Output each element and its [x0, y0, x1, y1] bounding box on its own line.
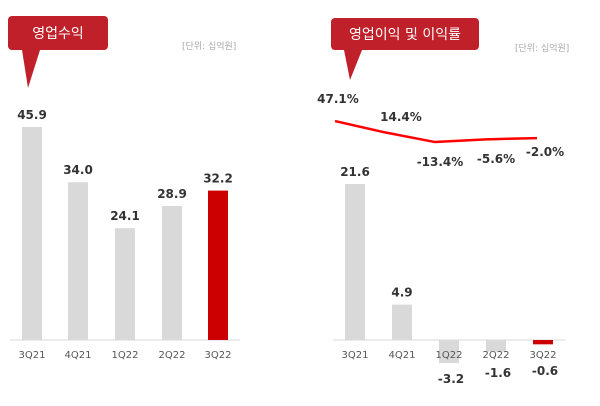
unit-label: [단위: 십억원]: [515, 42, 569, 54]
value-label: 4.9: [391, 286, 412, 300]
bar-3Q22: [208, 190, 228, 340]
margin-label: 47.1%: [317, 92, 359, 106]
tick-label: 2Q22: [483, 350, 510, 361]
bar-1Q22: [439, 340, 459, 364]
tick-label: 3Q21: [19, 350, 46, 361]
value-label: 21.6: [340, 165, 370, 179]
callout-tail: [22, 50, 40, 88]
value-label: 34.0: [63, 163, 93, 177]
margin-label: -2.0%: [526, 145, 564, 159]
chart-title: 영업이익 및 이익률: [349, 27, 461, 43]
tick-label: 1Q22: [436, 350, 463, 361]
bar-3Q22: [533, 340, 553, 345]
title-callout: [331, 18, 479, 50]
bar-1Q22: [115, 228, 135, 340]
tick-label: 4Q21: [389, 350, 416, 361]
margin-line: [334, 119, 538, 144]
unit-label: [단위: 십억원]: [182, 40, 236, 52]
callout-tail: [344, 50, 362, 80]
bar-2Q22: [162, 205, 182, 340]
tick-label: 2Q22: [159, 350, 186, 361]
tick-label: 4Q21: [65, 350, 92, 361]
bar-4Q21: [392, 304, 412, 340]
bar-2Q22: [486, 340, 506, 352]
value-label: 28.9: [157, 187, 187, 201]
value-label: -0.6: [532, 364, 558, 378]
value-label: 24.1: [110, 209, 140, 223]
margin-label: -5.6%: [477, 152, 515, 166]
tick-label: 3Q22: [530, 350, 557, 361]
chart-title: 영업수익: [32, 26, 84, 42]
margin-label: -13.4%: [417, 155, 464, 169]
tick-label: 1Q22: [112, 350, 139, 361]
value-label: 32.2: [203, 172, 233, 186]
value-label: 45.9: [17, 108, 47, 122]
bar-3Q21: [22, 127, 42, 340]
tick-label: 3Q21: [342, 350, 369, 361]
tick-label: 3Q22: [205, 350, 232, 361]
value-label: -1.6: [485, 366, 511, 380]
bar-3Q21: [345, 184, 365, 340]
bar-4Q21: [68, 182, 88, 340]
margin-label: 14.4%: [380, 110, 422, 124]
title-callout: [8, 16, 108, 50]
value-label: -3.2: [438, 372, 464, 386]
